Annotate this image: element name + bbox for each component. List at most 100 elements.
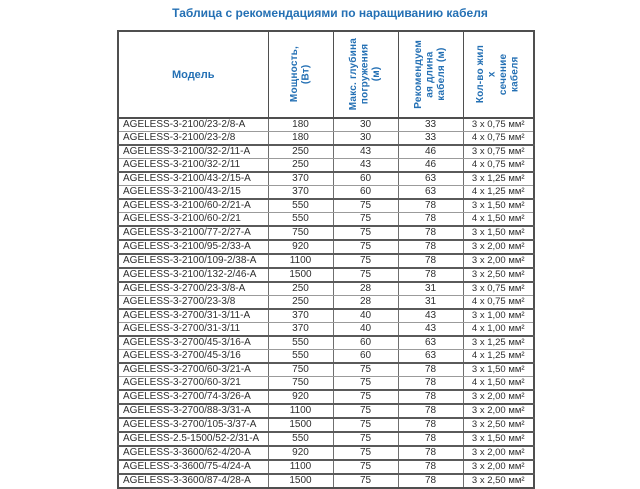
power-cell: 250	[267, 145, 334, 159]
model-cell: AGELESS-3-2700/88-3/31-A	[117, 404, 269, 419]
length-cell: 43	[397, 309, 464, 323]
depth-cell: 75	[332, 363, 399, 377]
length-cell: 33	[397, 131, 464, 146]
length-cell: 78	[397, 376, 464, 391]
power-cell: 550	[267, 212, 334, 227]
power-cell: 550	[267, 199, 334, 213]
data-table: Модель Мощность, (Вт) Макс. глубина погр…	[117, 30, 535, 489]
table-row: AGELESS-3-2700/105-3/37-A 1500 75 78 3 х…	[117, 418, 535, 433]
header-power: Мощность, (Вт)	[267, 30, 334, 119]
length-cell: 31	[397, 282, 464, 296]
header-max-depth: Макс. глубина погружения (м)	[332, 30, 399, 119]
table-row: AGELESS-3-2700/31-3/11-A 370 40 43 3 х 1…	[117, 309, 535, 323]
table-row: AGELESS-3-2100/23-2/8 180 30 33 4 х 0,75…	[117, 131, 535, 146]
model-cell: AGELESS-3-2100/23-2/8	[117, 131, 269, 146]
cable-cell: 3 х 1,50 мм²	[462, 199, 535, 213]
power-cell: 750	[267, 226, 334, 241]
depth-cell: 40	[332, 322, 399, 337]
depth-cell: 75	[332, 199, 399, 213]
length-cell: 43	[397, 322, 464, 337]
cable-cell: 3 х 0,75 мм²	[462, 118, 535, 132]
header-model: Модель	[117, 30, 269, 119]
length-cell: 78	[397, 404, 464, 419]
model-cell: AGELESS-3-3600/87-4/28-A	[117, 474, 269, 488]
cable-cell: 3 х 2,00 мм²	[462, 390, 535, 405]
table-row: AGELESS-3-2100/32-2/11 250 43 46 4 х 0,7…	[117, 158, 535, 173]
cable-cell: 4 х 1,25 мм²	[462, 185, 535, 200]
header-max-depth-label: Макс. глубина погружения (м)	[348, 38, 383, 111]
model-cell: AGELESS-3-2700/60-3/21-A	[117, 363, 269, 377]
depth-cell: 75	[332, 390, 399, 405]
power-cell: 920	[267, 390, 334, 405]
table-row: AGELESS-3-2700/60-3/21 750 75 78 4 х 1,5…	[117, 376, 535, 391]
table-row: AGELESS-3-2100/132-2/46-A 1500 75 78 3 х…	[117, 268, 535, 283]
depth-cell: 75	[332, 460, 399, 475]
table-row: AGELESS-3-2100/43-2/15-A 370 60 63 3 х 1…	[117, 172, 535, 186]
depth-cell: 75	[332, 212, 399, 227]
depth-cell: 75	[332, 474, 399, 488]
depth-cell: 75	[332, 226, 399, 241]
header-recommended-length-label: Рекомендуем ая длина кабеля (м)	[413, 40, 448, 109]
length-cell: 63	[397, 349, 464, 364]
model-cell: AGELESS-3-3600/62-4/20-A	[117, 446, 269, 461]
cable-cell: 3 х 2,50 мм²	[462, 268, 535, 283]
length-cell: 33	[397, 118, 464, 132]
header-cable-section-label: Кол-во жил х сечение кабеля	[475, 45, 521, 104]
power-cell: 1500	[267, 474, 334, 488]
power-cell: 920	[267, 446, 334, 461]
power-cell: 180	[267, 131, 334, 146]
cable-cell: 4 х 1,25 мм²	[462, 349, 535, 364]
cable-cell: 4 х 0,75 мм²	[462, 158, 535, 173]
depth-cell: 75	[332, 446, 399, 461]
model-cell: AGELESS-3-2100/32-2/11	[117, 158, 269, 173]
cable-cell: 3 х 2,00 мм²	[462, 404, 535, 419]
table-row: AGELESS-3-2100/60-2/21 550 75 78 4 х 1,5…	[117, 212, 535, 227]
power-cell: 370	[267, 309, 334, 323]
cable-recommendation-table: Модель Мощность, (Вт) Макс. глубина погр…	[117, 30, 535, 489]
cable-cell: 4 х 0,75 мм²	[462, 131, 535, 146]
table-row: AGELESS-2.5-1500/52-2/31-A 550 75 78 3 х…	[117, 432, 535, 447]
depth-cell: 43	[332, 158, 399, 173]
model-cell: AGELESS-3-2100/77-2/27-A	[117, 226, 269, 241]
cable-cell: 4 х 1,50 мм²	[462, 376, 535, 391]
power-cell: 250	[267, 282, 334, 296]
model-cell: AGELESS-3-2700/31-3/11	[117, 322, 269, 337]
length-cell: 46	[397, 158, 464, 173]
depth-cell: 75	[332, 418, 399, 433]
table-row: AGELESS-3-2700/88-3/31-A 1100 75 78 3 х …	[117, 404, 535, 419]
table-row: AGELESS-3-2700/31-3/11 370 40 43 4 х 1,0…	[117, 322, 535, 337]
cable-cell: 3 х 1,50 мм²	[462, 363, 535, 377]
cable-cell: 3 х 1,00 мм²	[462, 309, 535, 323]
depth-cell: 75	[332, 432, 399, 447]
model-cell: AGELESS-3-2100/43-2/15-A	[117, 172, 269, 186]
depth-cell: 40	[332, 309, 399, 323]
power-cell: 1100	[267, 254, 334, 269]
cable-cell: 3 х 2,50 мм²	[462, 418, 535, 433]
table-row: AGELESS-3-3600/62-4/20-A 920 75 78 3 х 2…	[117, 446, 535, 461]
power-cell: 750	[267, 376, 334, 391]
length-cell: 78	[397, 390, 464, 405]
table-row: AGELESS-3-2100/77-2/27-A 750 75 78 3 х 1…	[117, 226, 535, 241]
table-row: AGELESS-3-2100/43-2/15 370 60 63 4 х 1,2…	[117, 185, 535, 200]
header-power-label: Мощность, (Вт)	[289, 46, 312, 103]
length-cell: 78	[397, 254, 464, 269]
model-cell: AGELESS-3-2100/43-2/15	[117, 185, 269, 200]
length-cell: 78	[397, 432, 464, 447]
cable-cell: 3 х 2,00 мм²	[462, 240, 535, 255]
power-cell: 1100	[267, 460, 334, 475]
depth-cell: 75	[332, 268, 399, 283]
table-row: AGELESS-3-2100/23-2/8-A 180 30 33 3 х 0,…	[117, 118, 535, 132]
length-cell: 78	[397, 240, 464, 255]
length-cell: 78	[397, 474, 464, 488]
power-cell: 1100	[267, 404, 334, 419]
model-cell: AGELESS-3-2700/31-3/11-A	[117, 309, 269, 323]
cable-cell: 4 х 1,00 мм²	[462, 322, 535, 337]
depth-cell: 75	[332, 376, 399, 391]
cable-cell: 3 х 2,50 мм²	[462, 474, 535, 488]
table-row: AGELESS-3-2100/109-2/38-A 1100 75 78 3 х…	[117, 254, 535, 269]
table-row: AGELESS-3-2700/74-3/26-A 920 75 78 3 х 2…	[117, 390, 535, 405]
depth-cell: 60	[332, 185, 399, 200]
power-cell: 750	[267, 363, 334, 377]
depth-cell: 43	[332, 145, 399, 159]
length-cell: 78	[397, 212, 464, 227]
